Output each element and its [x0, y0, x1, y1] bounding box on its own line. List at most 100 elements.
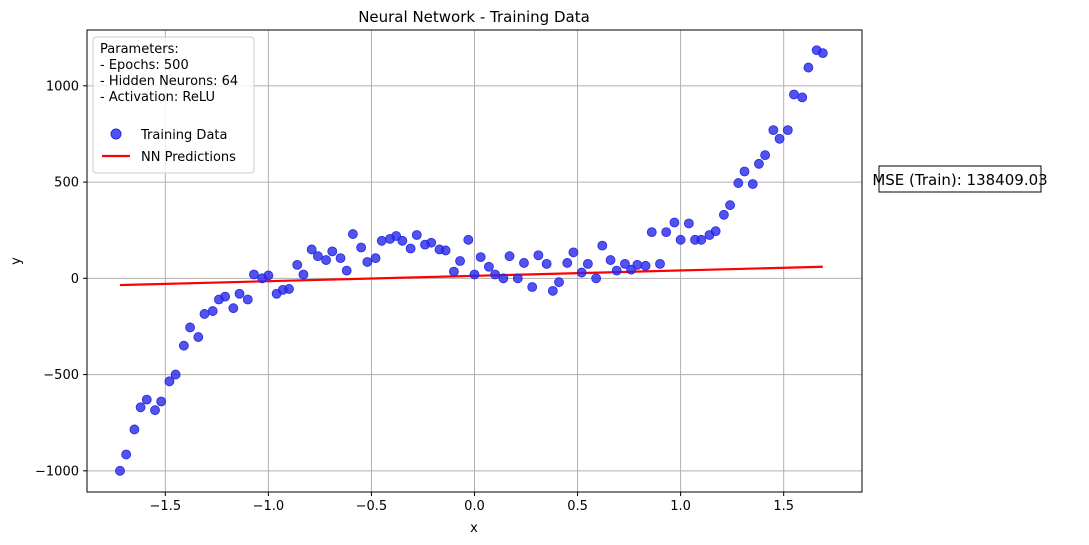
training-data-point: [341, 265, 352, 276]
training-data-point: [306, 244, 317, 255]
training-data-point: [475, 252, 486, 263]
training-data-point: [298, 269, 309, 280]
x-tick-label: −0.5: [356, 499, 388, 514]
training-data-point: [220, 291, 230, 302]
x-tick-label: 1.5: [773, 499, 794, 514]
training-data-point: [683, 218, 694, 229]
training-data-point: [562, 258, 573, 268]
x-tick-label: 0.5: [567, 499, 588, 514]
training-data-point: [284, 284, 294, 294]
training-data-point: [484, 261, 494, 272]
training-data-point: [455, 256, 465, 266]
training-data-point: [362, 257, 373, 267]
series-training-data: [115, 45, 828, 476]
training-data-point: [611, 265, 622, 276]
training-data-point: [170, 369, 181, 380]
training-data-point: [121, 449, 132, 460]
training-data-point: [527, 282, 538, 292]
training-data-point: [733, 178, 744, 188]
legend-marker-training-data: [110, 128, 122, 140]
training-data-point: [405, 243, 416, 254]
y-tick-label: −1000: [35, 464, 79, 479]
training-data-point: [696, 234, 707, 245]
x-tick-label: 1.0: [670, 499, 691, 514]
training-data-point: [519, 258, 529, 268]
training-data-point: [504, 251, 515, 262]
training-data-point: [576, 267, 587, 278]
training-data-point: [199, 309, 210, 319]
training-data-point: [797, 92, 808, 103]
training-data-point: [327, 246, 338, 257]
y-tick-label: 1000: [46, 79, 79, 94]
y-tick-label: 500: [54, 176, 79, 191]
training-data-point: [710, 226, 721, 237]
x-tick-label: 0.0: [464, 499, 485, 514]
training-data-point: [141, 394, 152, 405]
ticks: −1.5 −1.0 −0.5 0.0 0.5 1.0 1.5 −1000 −500 0 500 100…: [35, 79, 794, 514]
training-data-point: [490, 269, 501, 280]
legend-label-nn-predictions: NN Predictions: [141, 150, 236, 165]
training-data-point: [754, 158, 764, 169]
training-data-point: [129, 424, 140, 435]
chart-title: Neural Network - Training Data: [358, 8, 590, 26]
training-data-point: [675, 234, 686, 245]
training-data-point: [620, 258, 630, 269]
training-data-point: [512, 273, 523, 284]
training-data-point: [605, 255, 616, 265]
training-data-point: [669, 217, 680, 228]
mse-annotation: MSE (Train): 138409.03: [872, 165, 1048, 193]
training-data-point: [541, 258, 552, 269]
legend-label-training-data: Training Data: [140, 128, 227, 143]
training-data-point: [747, 179, 758, 189]
legend-box: [92, 36, 255, 174]
training-data-point: [249, 269, 259, 280]
training-data-point: [370, 253, 381, 264]
training-data-point: [228, 303, 239, 314]
training-data-point: [164, 376, 175, 387]
training-data-point: [591, 273, 602, 284]
training-data-point: [426, 237, 437, 248]
training-data-point: [463, 234, 474, 245]
training-data-point: [568, 247, 579, 258]
training-data-point: [376, 235, 387, 246]
y-axis-label: y: [9, 257, 24, 265]
training-data-point: [347, 229, 358, 239]
training-data-point: [292, 259, 303, 270]
training-data-point: [135, 402, 146, 413]
training-data-point: [547, 285, 558, 296]
training-data-point: [356, 242, 367, 253]
training-data-point: [719, 209, 729, 220]
training-data-point: [321, 255, 331, 265]
training-data-point: [263, 270, 274, 281]
training-data-point: [185, 322, 195, 333]
training-data-point: [646, 227, 657, 238]
x-tick-label: −1.5: [150, 499, 182, 514]
training-data-point: [397, 235, 408, 246]
training-data-point: [193, 332, 204, 342]
mse-box: [878, 165, 1042, 193]
legend-header-line-1: Parameters:: [100, 42, 179, 57]
training-data-point: [312, 251, 323, 262]
legend: Parameters: - Epochs: 500 - Hidden Neuro…: [92, 36, 255, 174]
training-data-point: [760, 150, 771, 161]
training-data-point: [150, 405, 160, 416]
training-data-point: [661, 227, 672, 238]
y-tick-label: −500: [43, 368, 79, 383]
legend-header-line-4: - Activation: ReLU: [100, 90, 215, 105]
training-data-point: [640, 260, 651, 271]
training-data-point: [448, 266, 459, 277]
training-data-point: [242, 294, 253, 305]
legend-header-line-3: - Hidden Neurons: 64: [100, 74, 238, 89]
x-tick-label: −1.0: [253, 499, 285, 514]
mse-label: MSE (Train): 138409.03: [872, 171, 1047, 189]
training-data-point: [774, 133, 785, 144]
training-data-point: [725, 200, 735, 211]
training-data-point: [533, 250, 544, 261]
legend-header-line-2: - Epochs: 500: [100, 58, 189, 73]
training-data-point: [498, 273, 509, 284]
training-data-point: [632, 259, 643, 270]
training-data-point: [178, 340, 189, 351]
training-data-point: [335, 253, 346, 264]
training-data-point: [768, 125, 779, 136]
